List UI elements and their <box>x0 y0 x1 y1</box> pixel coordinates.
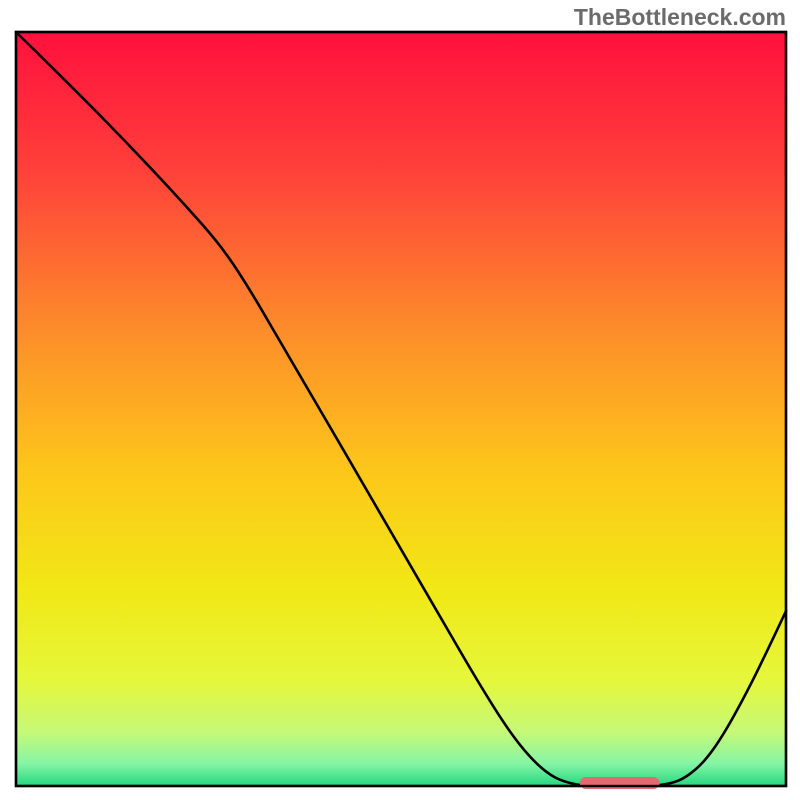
bottleneck-chart <box>0 0 800 800</box>
chart-frame: TheBottleneck.com <box>0 0 800 800</box>
chart-svg <box>0 0 800 800</box>
